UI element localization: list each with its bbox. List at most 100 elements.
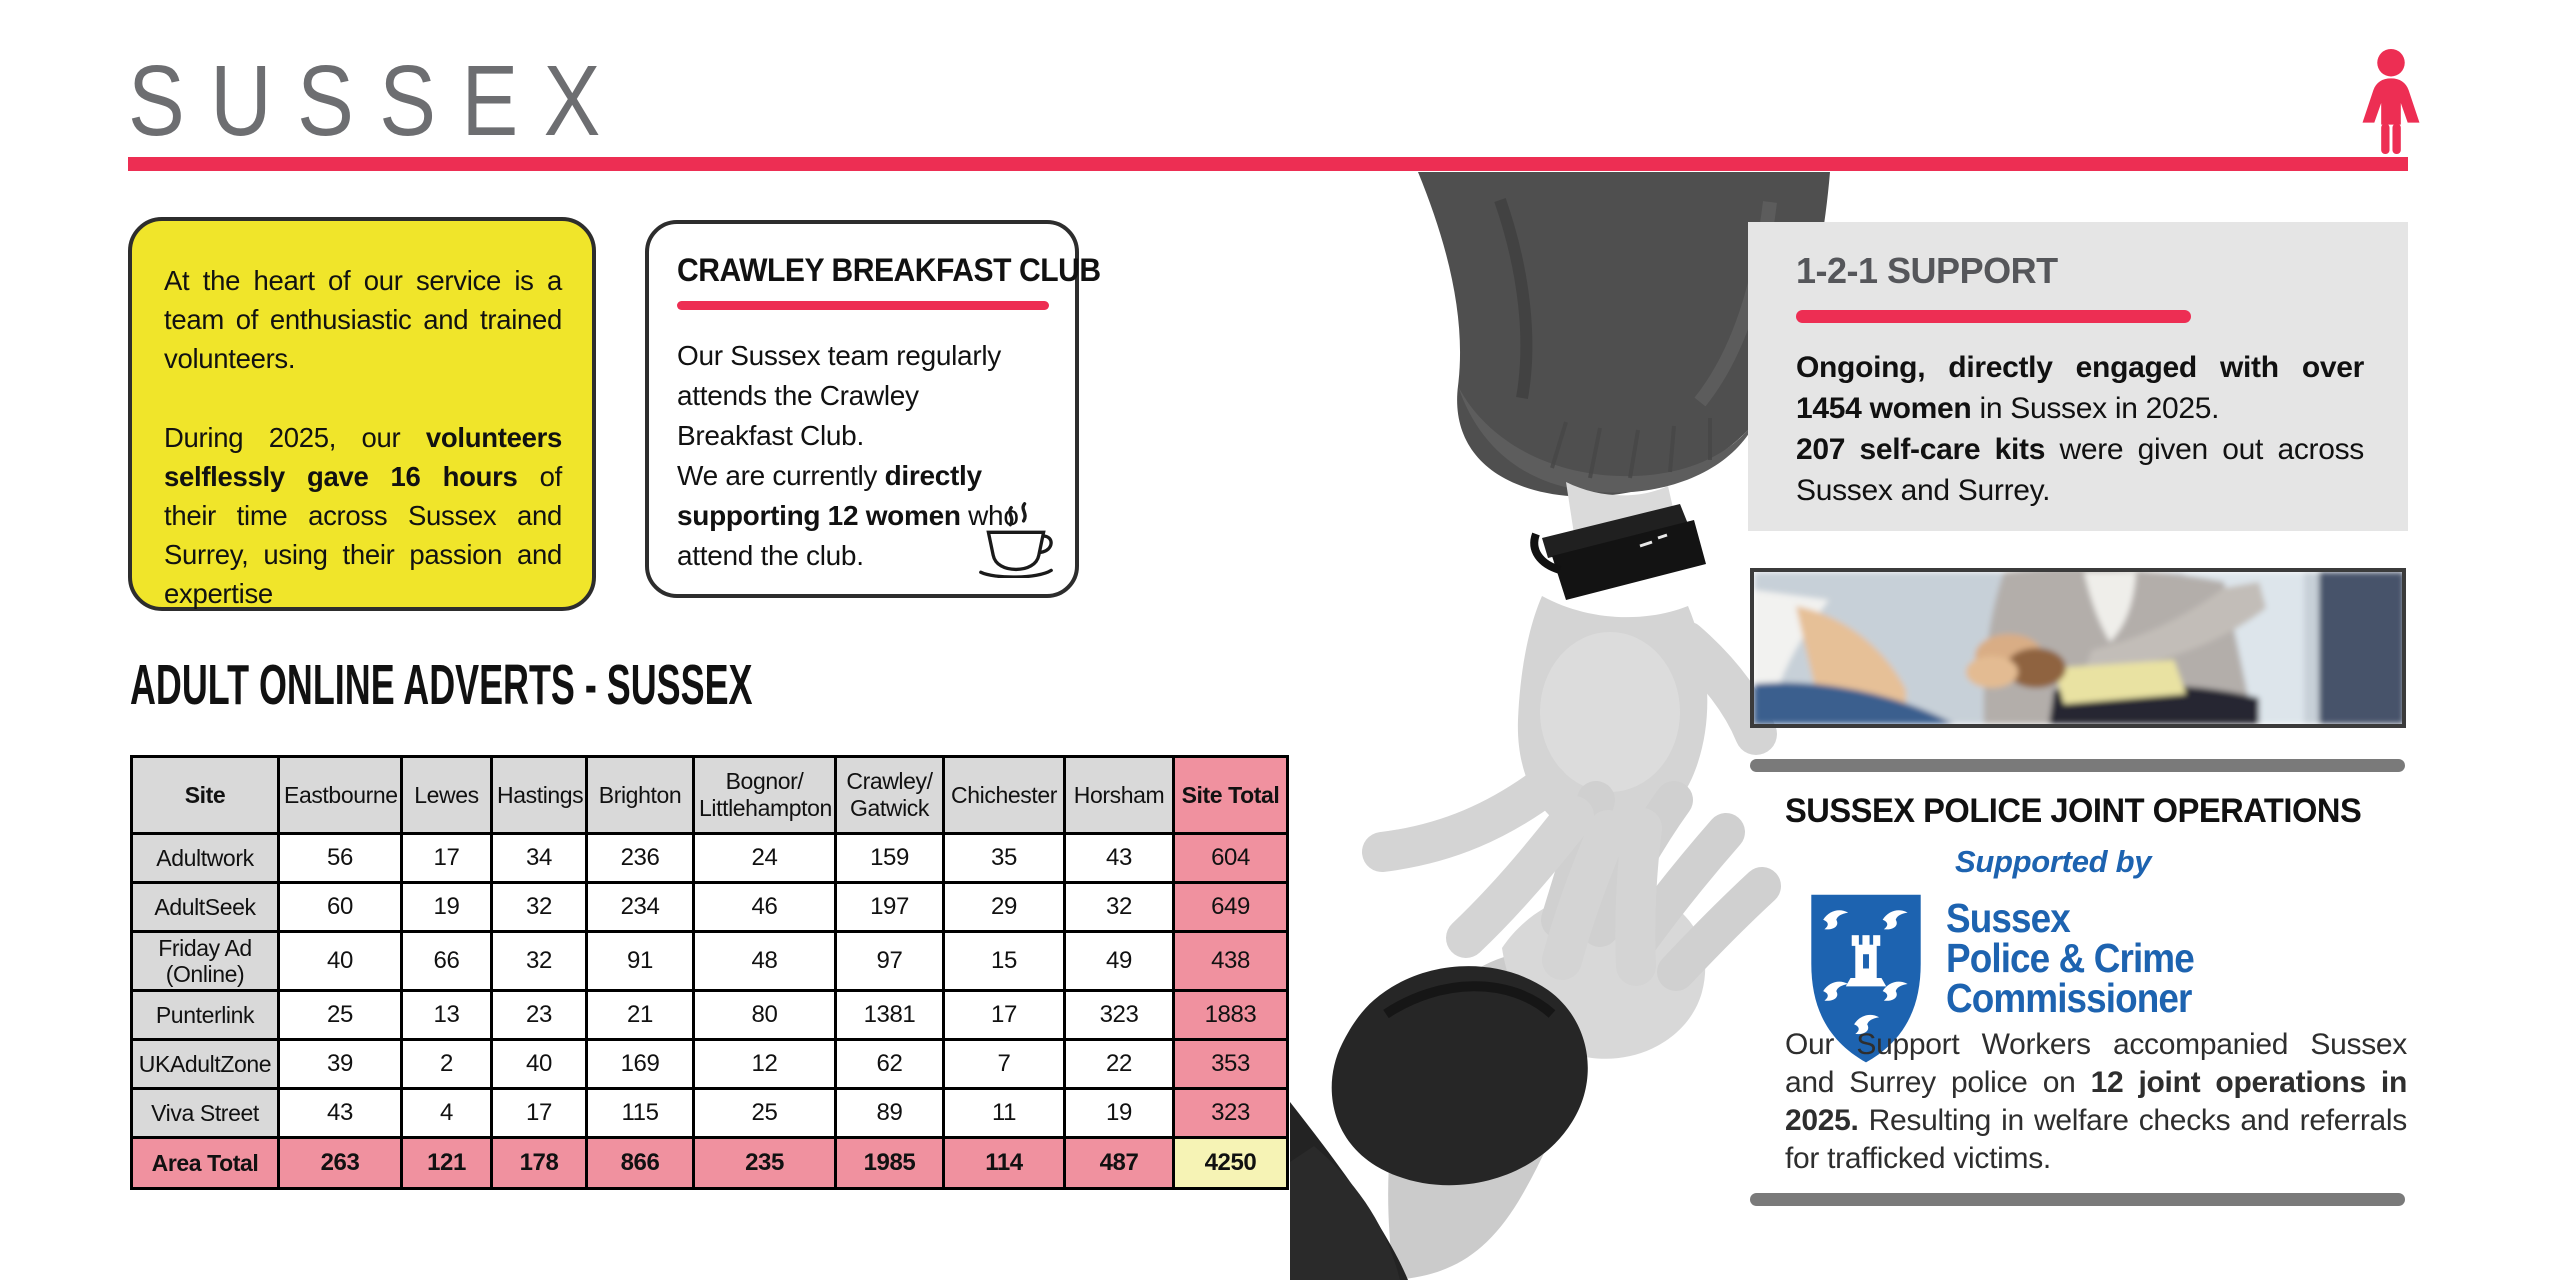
value-cell: 19 (1063, 1087, 1175, 1139)
supported-by-label: Supported by (1955, 844, 2152, 879)
area-total-cell: 121 (400, 1136, 493, 1190)
value-cell: 4 (400, 1087, 493, 1139)
coffee-cup-icon (979, 502, 1053, 578)
sussex-pcc-shield-logo (1811, 894, 1921, 1063)
site-name-cell: Punterlink (130, 989, 280, 1041)
area-total-cell: 178 (490, 1136, 588, 1190)
grand-total-cell: 4250 (1172, 1136, 1289, 1190)
section-divider (1750, 1193, 2405, 1206)
value-cell: 159 (834, 832, 945, 884)
pcc-wordmark-line: Police & Crime (1946, 935, 2195, 981)
value-cell: 234 (585, 881, 695, 933)
column-header: Chichester (942, 755, 1066, 835)
value-cell: 11 (942, 1087, 1066, 1139)
support-paragraph-1: Ongoing, directly engaged with over 1454… (1796, 351, 2364, 425)
value-cell: 40 (277, 930, 403, 992)
area-total-cell: 235 (692, 1136, 837, 1190)
support-rule (1796, 310, 2191, 323)
site-total-cell: 1883 (1172, 989, 1289, 1041)
support-title: 1-2-1 SUPPORT (1796, 250, 2058, 291)
value-cell: 1381 (834, 989, 945, 1041)
value-cell: 40 (490, 1038, 588, 1090)
value-cell: 12 (692, 1038, 837, 1090)
table-row: UKAdultZone 39 2 40 169 12 62 7 22 353 (130, 1038, 1289, 1090)
support-body: Ongoing, directly engaged with over 1454… (1796, 347, 2364, 511)
value-cell: 48 (692, 930, 837, 992)
column-header: Brighton (585, 755, 695, 835)
value-cell: 91 (585, 930, 695, 992)
table-row: Adultwork 56 17 34 236 24 159 35 43 604 (130, 832, 1289, 884)
value-cell: 17 (942, 989, 1066, 1041)
pcc-wordmark: Sussex Police & Crime Commissioner (1946, 895, 2195, 1021)
table-header-row: Site Eastbourne Lewes Hastings Brighton … (130, 755, 1289, 835)
column-header: Eastbourne (277, 755, 403, 835)
value-cell: 43 (277, 1087, 403, 1139)
area-total-cell: 866 (585, 1136, 695, 1190)
support-panel: 1-2-1 SUPPORT Ongoing, directly engaged … (1748, 222, 2408, 531)
value-cell: 49 (1063, 930, 1175, 992)
table-row: Punterlink 25 13 23 21 80 1381 17 323 18… (130, 989, 1289, 1041)
value-cell: 19 (400, 881, 493, 933)
value-cell: 39 (277, 1038, 403, 1090)
area-total-cell: 487 (1063, 1136, 1175, 1190)
breakfast-club-rule (677, 301, 1049, 310)
value-cell: 43 (1063, 832, 1175, 884)
value-cell: 89 (834, 1087, 945, 1139)
site-total-cell: 438 (1172, 930, 1289, 992)
area-total-cell: 263 (277, 1136, 403, 1190)
value-cell: 29 (942, 881, 1066, 933)
site-name-cell: AdultSeek (130, 881, 280, 933)
value-cell: 25 (692, 1087, 837, 1139)
counselling-photo (1750, 567, 2406, 728)
accent-rule (128, 157, 2408, 171)
area-total-cell: 1985 (834, 1136, 945, 1190)
table-row: AdultSeek 60 19 32 234 46 197 29 32 649 (130, 881, 1289, 933)
site-name-cell: Adultwork (130, 832, 280, 884)
value-cell: 17 (490, 1087, 588, 1139)
site-total-cell: 353 (1172, 1038, 1289, 1090)
value-cell: 17 (400, 832, 493, 884)
breakfast-club-body: Our Sussex team regularly attends the Cr… (677, 336, 1029, 576)
site-total-cell: 649 (1172, 881, 1289, 933)
value-cell: 24 (692, 832, 837, 884)
helping-hands-photo (1290, 172, 1830, 1280)
value-cell: 80 (692, 989, 837, 1041)
value-cell: 23 (490, 989, 588, 1041)
breakfast-club-title: CRAWLEY BREAKFAST CLUB (677, 252, 1101, 288)
police-heading: SUSSEX POLICE JOINT OPERATIONS (1785, 792, 2362, 830)
value-cell: 62 (834, 1038, 945, 1090)
value-cell: 169 (585, 1038, 695, 1090)
police-body: Our Support Workers accompanied Sussex a… (1785, 1028, 2407, 1175)
adverts-table: Site Eastbourne Lewes Hastings Brighton … (130, 755, 1289, 1190)
column-header: Lewes (400, 755, 493, 835)
value-cell: 22 (1063, 1038, 1175, 1090)
area-total-label: Area Total (130, 1136, 280, 1190)
value-cell: 97 (834, 930, 945, 992)
column-header: Crawley/ Gatwick (834, 755, 945, 835)
value-cell: 46 (692, 881, 837, 933)
table-row: Friday Ad (Online) 40 66 32 91 48 97 15 … (130, 930, 1289, 992)
pcc-wordmark-line: Sussex (1946, 895, 2071, 941)
value-cell: 66 (400, 930, 493, 992)
value-cell: 15 (942, 930, 1066, 992)
column-header: Hastings (490, 755, 588, 835)
site-name-cell: Friday Ad (Online) (130, 930, 280, 992)
breakfast-club-paragraph-1: Our Sussex team regularly attends the Cr… (677, 340, 1001, 451)
value-cell: 32 (490, 930, 588, 992)
page-title: SUSSEX (128, 45, 626, 157)
area-total-row: Area Total 263 121 178 866 235 1985 114 … (130, 1136, 1289, 1190)
site-total-cell: 604 (1172, 832, 1289, 884)
pcc-wordmark-line: Commissioner (1946, 975, 2192, 1021)
breakfast-club-paragraph-2: We are currently directly supporting 12 … (677, 460, 1019, 571)
volunteer-note-box: At the heart of our service is a team of… (128, 217, 596, 611)
support-paragraph-2: 207 self-care kits were given out across… (1796, 433, 2364, 507)
section-divider (1750, 759, 2405, 772)
adverts-heading: ADULT ONLINE ADVERTS - SUSSEX (130, 653, 753, 717)
column-header: Site Total (1172, 755, 1289, 835)
value-cell: 60 (277, 881, 403, 933)
value-cell: 35 (942, 832, 1066, 884)
value-cell: 13 (400, 989, 493, 1041)
site-name-cell: UKAdultZone (130, 1038, 280, 1090)
value-cell: 236 (585, 832, 695, 884)
